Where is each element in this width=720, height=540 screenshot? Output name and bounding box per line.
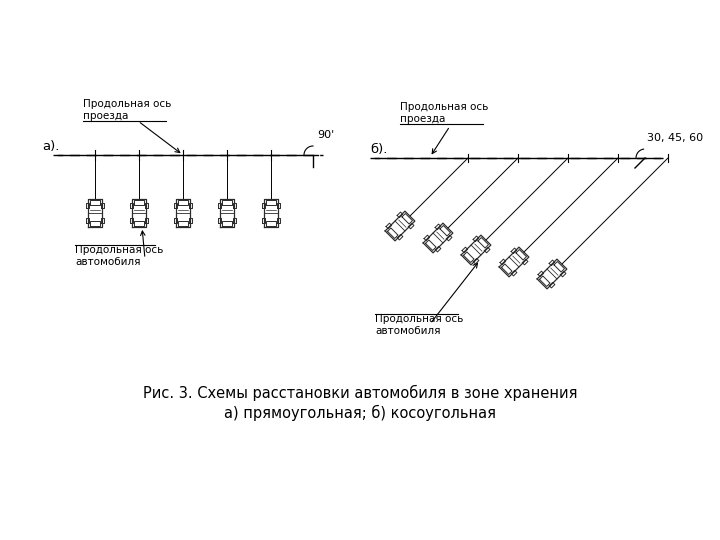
- Text: Продольная ось
проезда: Продольная ось проезда: [400, 102, 488, 124]
- Text: Продольная ось
проезда: Продольная ось проезда: [83, 99, 171, 121]
- Text: Продольная ось
автомобиля: Продольная ось автомобиля: [75, 245, 163, 267]
- Text: а).: а).: [42, 140, 59, 153]
- Text: Рис. 3. Схемы расстановки автомобиля в зоне хранения: Рис. 3. Схемы расстановки автомобиля в з…: [143, 385, 577, 401]
- Text: 90': 90': [317, 130, 334, 140]
- Text: Продольная ось
автомобиля: Продольная ось автомобиля: [375, 314, 464, 336]
- Text: б).: б).: [370, 143, 387, 156]
- Text: а) прямоугольная; б) косоугольная: а) прямоугольная; б) косоугольная: [224, 405, 496, 421]
- Text: 30, 45, 60: 30, 45, 60: [647, 133, 703, 143]
